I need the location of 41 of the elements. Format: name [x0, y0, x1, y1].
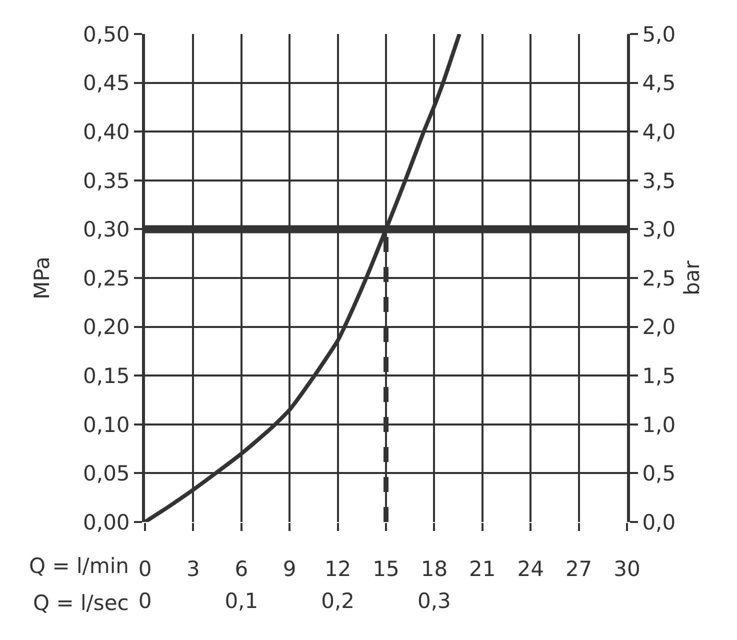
y2-tick-label: 0,5 — [642, 462, 676, 486]
y-tick-label: 0,30 — [83, 218, 130, 242]
x-tick-label: 21 — [469, 557, 496, 582]
y-tick-label: 0,20 — [83, 315, 130, 340]
x2-axis-title: Q = l/sec — [33, 591, 129, 615]
y2-tick-label: 3,0 — [642, 218, 676, 242]
x-tick-label: 18 — [420, 557, 448, 582]
y-axis-title: MPa — [30, 256, 54, 300]
y-tick-label: 0,15 — [83, 364, 130, 388]
y-tick-label: 0,50 — [83, 22, 130, 46]
x-tick-label: 12 — [324, 557, 352, 582]
y-tick-label: 0,05 — [83, 462, 130, 486]
y-tick-label: 0,40 — [83, 120, 130, 144]
y2-tick-label: 3,5 — [642, 168, 676, 193]
x-axis-title: Q = l/min — [29, 554, 129, 578]
y2-tick-label: 4,5 — [642, 71, 676, 96]
y2-tick-label: 5,0 — [642, 22, 676, 46]
y2-tick-label: 2,5 — [642, 266, 676, 290]
y2-tick-label: 0,0 — [642, 510, 676, 534]
x2-tick-label: 0,2 — [321, 589, 355, 613]
x-tick-label: 9 — [282, 557, 296, 582]
x2-tick-label: 0 — [138, 589, 152, 613]
y2-tick-label: 2,0 — [642, 315, 676, 340]
x-tick-label: 27 — [565, 557, 592, 582]
y-tick-label: 0,25 — [83, 266, 130, 290]
y-tick-label: 0,10 — [83, 412, 130, 437]
y2-tick-label: 1,5 — [642, 364, 676, 388]
y-tick-label: 0,00 — [83, 510, 130, 534]
y-tick-label: 0,45 — [83, 71, 130, 96]
x-tick-label: 30 — [614, 557, 640, 582]
x-tick-label: 0 — [138, 557, 152, 582]
x2-tick-label: 0,1 — [224, 589, 258, 613]
x-tick-label: 24 — [517, 557, 544, 582]
x2-tick-label: 0,3 — [417, 589, 451, 613]
y2-tick-label: 1,0 — [642, 412, 676, 437]
x-tick-label: 3 — [186, 557, 200, 582]
x-tick-label: 15 — [372, 557, 400, 582]
y2-axis-title: bar — [680, 260, 704, 296]
y2-tick-label: 4,0 — [642, 120, 676, 144]
x-tick-label: 6 — [234, 557, 248, 582]
y-tick-label: 0,35 — [83, 168, 130, 193]
